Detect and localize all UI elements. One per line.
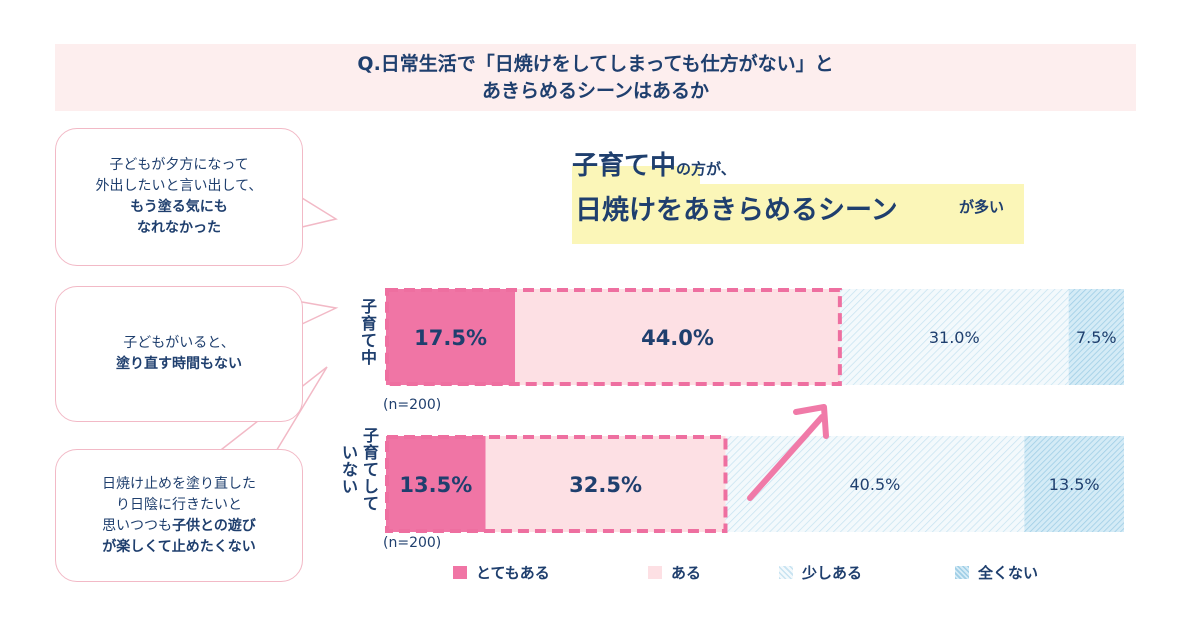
legend-swatch-some: [648, 566, 662, 579]
legend-label-little: 少しある: [802, 564, 863, 582]
bar-none-row-2: [1024, 436, 1124, 532]
increase-arrow: [747, 404, 829, 501]
legend-label-very: とてもある: [476, 564, 550, 582]
row-label-not-parenting-char: て: [362, 460, 379, 479]
bubble-3-bold-2: が楽しくて止めたくない: [102, 538, 256, 555]
bubble-3-line-2: り日陰に行きたいと: [116, 496, 242, 513]
bubble-tail-1: [301, 197, 338, 228]
row-label-parenting-char: て: [360, 331, 377, 350]
headline-line-2: 日焼けをあきらめるシーン が多い: [572, 184, 1024, 244]
bubble-1-line-1: 子どもが夕方になって: [109, 157, 249, 173]
bubble-3-bold-1: 子供との遊び: [172, 517, 256, 534]
legend-item-3: 少しある: [779, 562, 862, 583]
question-line-1: Q.日常生活で「日焼けをしてしまっても仕方がない」と: [357, 53, 834, 75]
row-label-not-parenting-char: て: [362, 494, 379, 513]
bar-little-row-1: [839, 289, 1069, 385]
bubble-2-line-1: 子どもがいると、: [123, 335, 235, 351]
comment-bubble-3: 日焼け止めを塗り直した り日陰に行きたいと 思いつつも子供との遊び が楽しくて止…: [55, 449, 303, 582]
headline: 子育て中の方が、 日焼けをあきらめるシーン が多い: [572, 148, 1024, 244]
highlight-box-row-1: [385, 288, 842, 386]
bar-some-row-2: [485, 436, 726, 532]
row-label-not-parenting-col1: 子 育 て し て: [362, 427, 380, 512]
question-banner: Q.日常生活で「日焼けをしてしまっても仕方がない」と あきらめるシーンはあるか: [55, 44, 1136, 111]
data-label-some-row-2: 32.5%: [569, 473, 642, 497]
bar-none-row-1: [1068, 289, 1124, 385]
highlight-box-row-2: [385, 435, 728, 533]
bubble-2-bold-1: 塗り直す時間もない: [116, 356, 242, 372]
data-label-very-row-2: 13.5%: [399, 473, 472, 497]
legend-label-some: ある: [671, 564, 702, 582]
row-label-not-parenting-char: い: [341, 477, 358, 496]
bar-very-row-2: [386, 436, 486, 532]
bubble-2-line-2: 塗り直す時間もない: [56, 354, 302, 375]
legend-swatch-very: [453, 566, 467, 579]
bar-very-row-1: [386, 289, 516, 385]
row-label-parenting-char: 中: [360, 348, 377, 367]
row-label-not-parenting-char: 子: [362, 426, 379, 445]
legend-swatch-little: [779, 566, 793, 579]
comment-bubble-1: 子どもが夕方になって 外出したいと言い出して、 もう塗る気にも なれなかった: [55, 128, 303, 266]
data-label-very-row-1: 17.5%: [414, 326, 487, 350]
question-line-2: あきらめるシーンはあるか: [481, 80, 710, 102]
bubble-3-line-1: 日焼け止めを塗り直した: [102, 475, 256, 492]
bubble-1-line-2: 外出したいと言い出して、: [95, 178, 263, 194]
row-label-not-parenting-char: な: [341, 460, 358, 479]
sample-size-1: (n=200): [383, 397, 442, 413]
legend-item-4: 全くない: [955, 562, 1038, 583]
row-label-not-parenting-char: い: [341, 443, 358, 462]
legend-item-1: とてもある: [453, 562, 550, 583]
headline-small-2: が多い: [959, 198, 1005, 216]
row-label-not-parenting-char: し: [362, 477, 379, 496]
headline-small-1: の方が、: [676, 160, 736, 178]
headline-big-1: 子育て中: [572, 151, 677, 181]
data-label-none-row-1: 7.5%: [1076, 328, 1117, 347]
data-label-some-row-1: 44.0%: [641, 326, 714, 350]
bar-little-row-2: [725, 436, 1025, 532]
bubble-3-line-3: 思いつつも子供との遊び: [56, 516, 302, 537]
headline-big-2: 日焼けをあきらめるシーン: [575, 195, 898, 226]
row-label-not-parenting-col2: い な い: [341, 444, 359, 495]
legend-label-none: 全くない: [978, 564, 1039, 582]
legend-item-2: ある: [648, 562, 701, 583]
row-label-not-parenting-char: 育: [362, 443, 379, 462]
data-label-little-row-2: 40.5%: [850, 475, 901, 494]
bubble-3-line-4: が楽しくて止めたくない: [56, 537, 302, 558]
bubble-3-normal: 思いつつも: [102, 517, 173, 534]
row-label-parenting: 子 育 て 中: [358, 298, 380, 366]
row-label-parenting-char: 育: [360, 314, 377, 333]
comment-bubble-2: 子どもがいると、 塗り直す時間もない: [55, 286, 303, 422]
bubble-1-bold-1: もう塗る気にも: [130, 199, 228, 215]
bubble-1-bold-2: なれなかった: [137, 220, 221, 236]
legend-swatch-none: [955, 566, 969, 579]
bubble-tail-2: [301, 301, 339, 325]
bar-some-row-1: [515, 289, 840, 385]
row-label-parenting-char: 子: [360, 297, 377, 316]
bubble-1-line-3: もう塗る気にも: [56, 197, 302, 218]
bubble-1-line-4: なれなかった: [56, 218, 302, 239]
data-label-none-row-2: 13.5%: [1049, 475, 1100, 494]
headline-line-1: 子育て中の方が、: [572, 148, 736, 184]
sample-size-2: (n=200): [383, 535, 442, 551]
data-label-little-row-1: 31.0%: [929, 328, 980, 347]
